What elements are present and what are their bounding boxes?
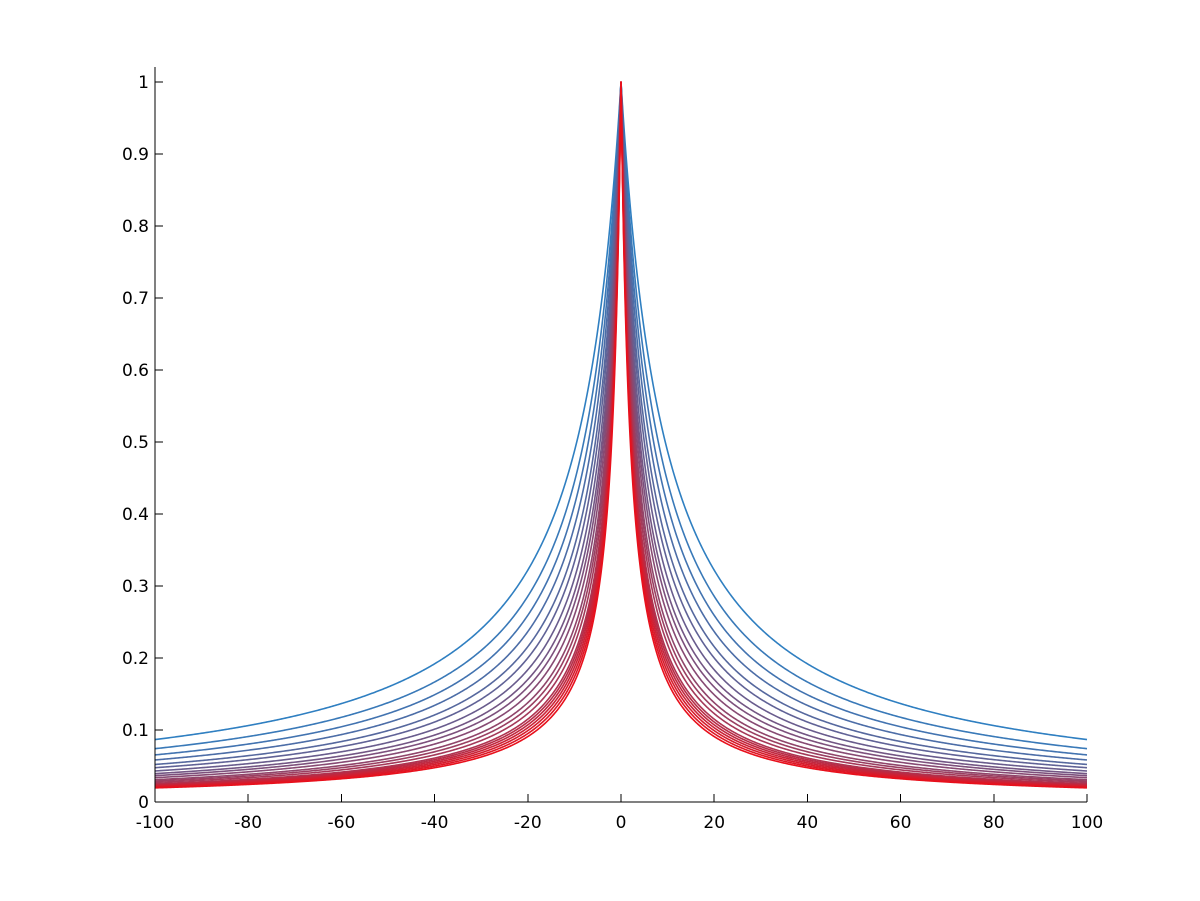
series-line-17: [154, 81, 1088, 787]
series-line-20: [154, 81, 1088, 789]
series-line-3: [154, 81, 1088, 756]
y-tick-label: 0: [138, 793, 149, 813]
x-tick-label: 20: [703, 813, 725, 833]
axes: [154, 67, 1087, 803]
series-line-13: [154, 81, 1088, 784]
series-line-1: [154, 81, 1088, 741]
x-tick-label: 60: [890, 813, 912, 833]
x-tick-label: 100: [1071, 813, 1103, 833]
axis-ticks: -100 -80 -60 -40 -20 0 20 40 60 80 100 0 0.1 0.2 0.3 0.…: [122, 73, 1103, 833]
y-tick-label: 0.3: [122, 577, 149, 597]
series-line-18: [154, 81, 1088, 788]
series-line-9: [154, 81, 1088, 777]
x-tick-label: -40: [421, 813, 449, 833]
series-line-5: [154, 81, 1088, 766]
y-tick-label: 0.2: [122, 649, 149, 669]
series-lines: [154, 81, 1088, 789]
x-tick-label: -100: [136, 813, 175, 833]
y-tick-label: 0.5: [122, 433, 149, 453]
y-tick-label: 0.9: [122, 145, 149, 165]
series-line-12: [154, 81, 1088, 782]
series-line-7: [154, 81, 1088, 772]
y-tick-label: 0.6: [122, 361, 149, 381]
series-line-14: [154, 81, 1088, 785]
y-tick-label: 1: [138, 73, 149, 93]
series-line-10: [154, 81, 1088, 779]
y-tick-label: 0.1: [122, 721, 149, 741]
x-tick-label: -80: [234, 813, 262, 833]
series-line-4: [154, 81, 1088, 761]
x-tick-label: 80: [983, 813, 1005, 833]
y-tick-label: 0.8: [122, 217, 149, 237]
series-line-6: [154, 81, 1088, 769]
x-tick-label: -20: [514, 813, 542, 833]
series-line-16: [154, 81, 1088, 786]
series-line-8: [154, 81, 1088, 775]
series-line-15: [154, 81, 1088, 786]
x-tick-label: -60: [328, 813, 356, 833]
y-tick-label: 0.4: [122, 505, 149, 525]
series-line-11: [154, 81, 1088, 781]
x-tick-label: 0: [616, 813, 627, 833]
x-tick-label: 40: [797, 813, 819, 833]
series-line-19: [154, 81, 1088, 788]
y-tick-label: 0.7: [122, 289, 149, 309]
series-line-2: [154, 81, 1088, 750]
